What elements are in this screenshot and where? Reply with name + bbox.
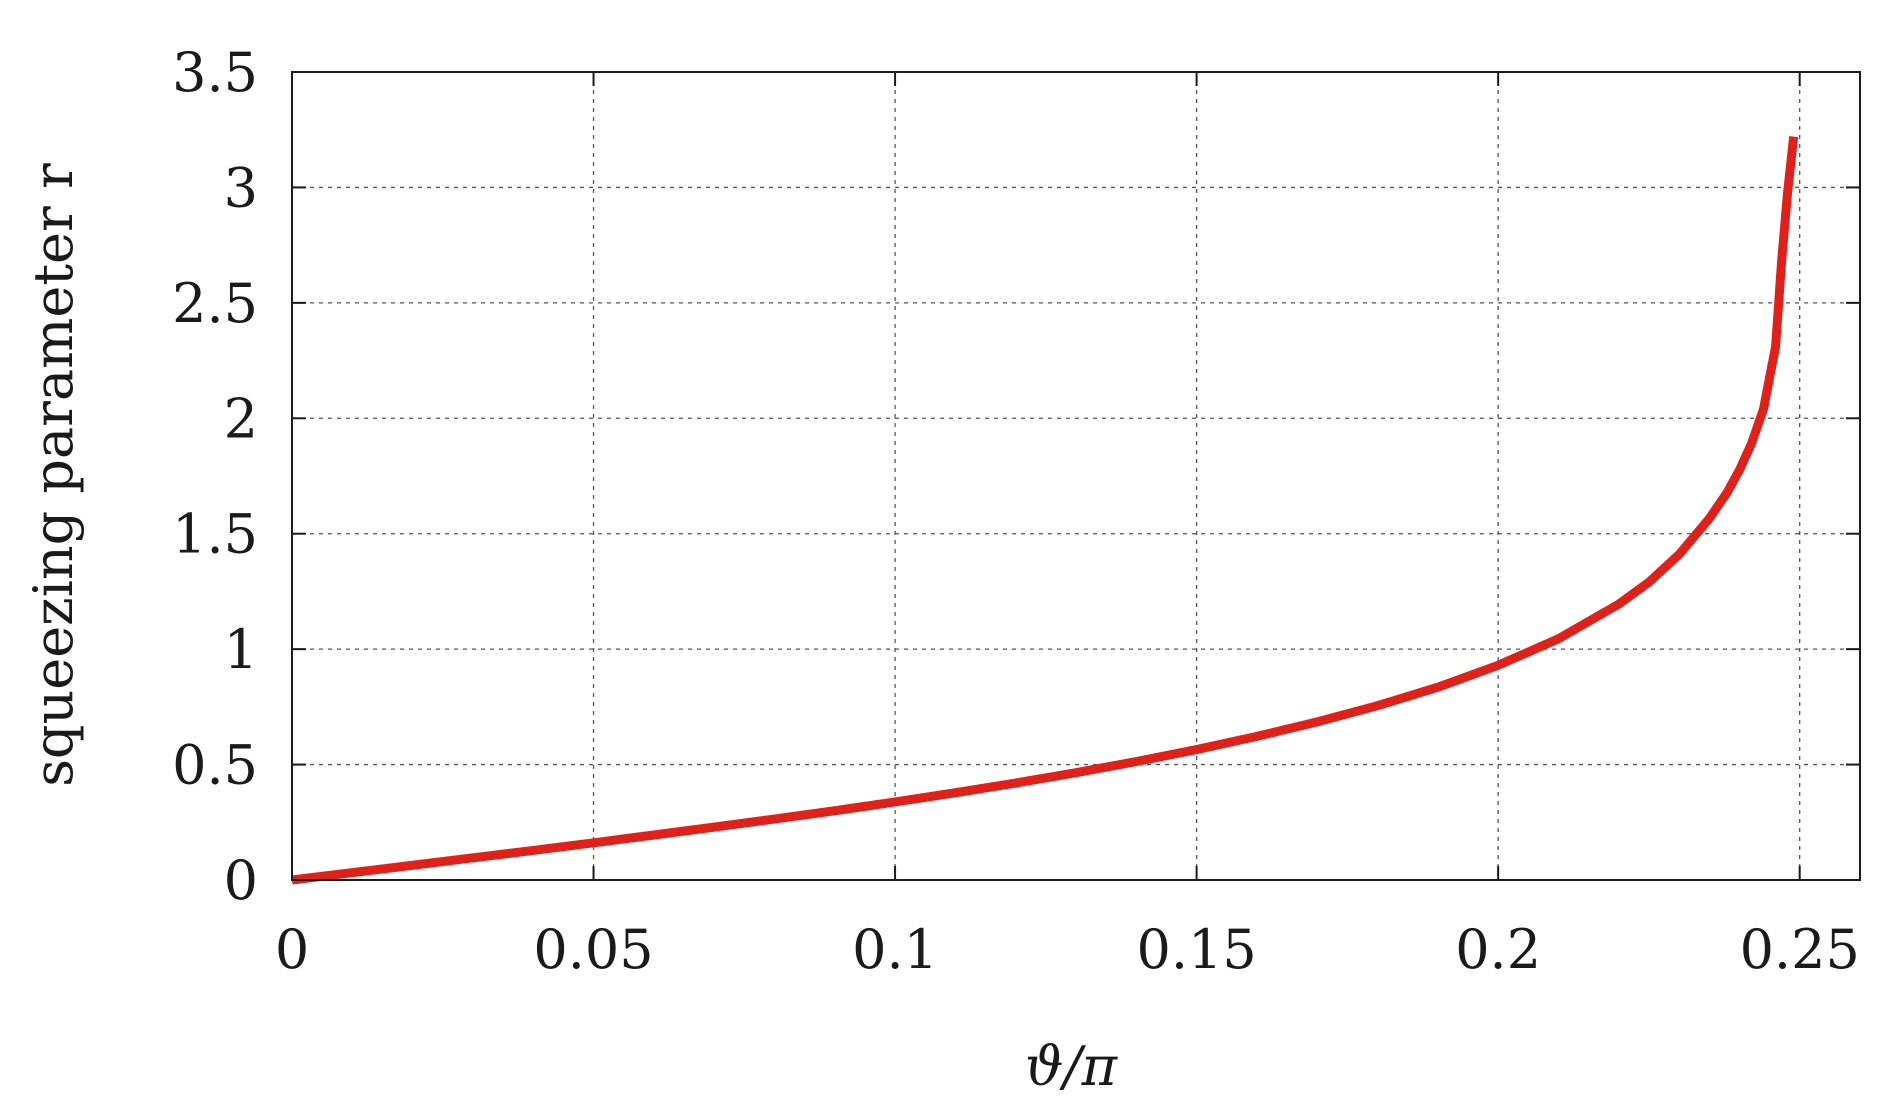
x-tick-labels: 0 0.05 0.1 0.15 0.2 0.25 bbox=[275, 918, 1860, 981]
y-tick-label: 3.5 bbox=[172, 41, 258, 104]
tick-marks bbox=[291, 71, 1860, 881]
grid-lines bbox=[292, 72, 1860, 880]
y-axis-label: squeezing parameter r bbox=[22, 163, 85, 787]
y-tick-label: 0 bbox=[224, 849, 258, 912]
y-tick-label: 2.5 bbox=[172, 272, 258, 335]
x-tick-label: 0.05 bbox=[533, 918, 653, 981]
x-tick-label: 0 bbox=[275, 918, 309, 981]
y-tick-label: 2 bbox=[224, 387, 258, 450]
x-tick-label: 0.15 bbox=[1136, 918, 1256, 981]
y-tick-label: 0.5 bbox=[172, 734, 258, 797]
x-tick-label: 0.1 bbox=[852, 918, 938, 981]
x-tick-label: 0.2 bbox=[1455, 918, 1541, 981]
series-line-0 bbox=[291, 136, 1799, 885]
y-tick-label: 1 bbox=[224, 618, 258, 681]
y-tick-label: 1.5 bbox=[172, 503, 258, 566]
x-axis-label: ϑ/π bbox=[1025, 1035, 1119, 1098]
x-tick-label: 0.25 bbox=[1740, 918, 1860, 981]
plot-frame bbox=[291, 71, 1861, 881]
y-tick-label: 3 bbox=[224, 156, 258, 219]
y-tick-labels: 0 0.5 1 1.5 2 2.5 3 3.5 bbox=[172, 41, 258, 912]
series-layer bbox=[291, 136, 1799, 885]
